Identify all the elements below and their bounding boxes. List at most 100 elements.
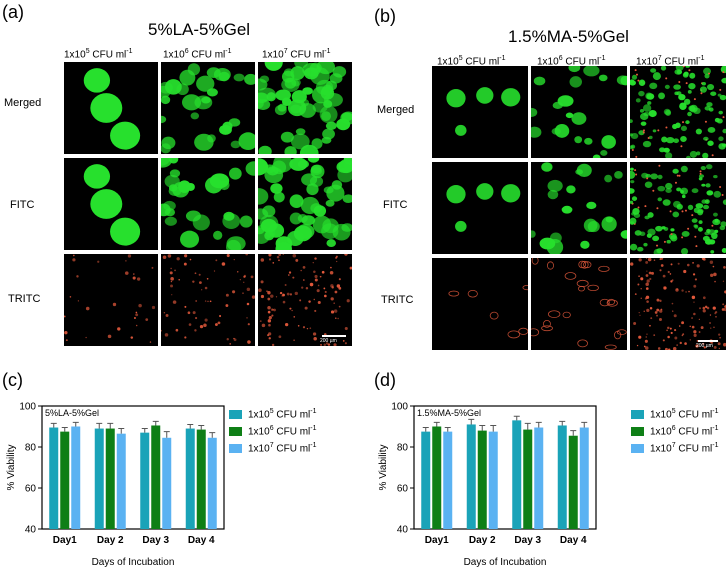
micrograph-a-merged-1e6	[161, 62, 255, 154]
scalebar-a	[322, 335, 346, 337]
bar	[421, 431, 431, 529]
panel-b-letter: (b)	[374, 6, 396, 26]
scalebar-a-label: 200 µm	[320, 338, 337, 344]
panel-a-letter: (a)	[2, 2, 24, 22]
error-bar	[107, 422, 114, 429]
bar	[140, 432, 150, 529]
error-bar	[50, 422, 57, 428]
row-label-tritc-a: TRITC	[8, 293, 41, 305]
micrograph-b-fitc-1e7	[630, 162, 726, 254]
x-tick-label: Day1	[53, 535, 77, 546]
chart-title: 5%LA-5%Gel	[45, 408, 99, 418]
y-tick-label: 80	[397, 443, 409, 454]
bar	[488, 431, 498, 529]
row-label-merged-b: Merged	[377, 104, 415, 116]
y-tick-label: 100	[19, 402, 36, 413]
x-tick-label: Day 3	[142, 535, 169, 546]
error-bar	[433, 421, 440, 427]
micrograph-b-tritc-1e7	[630, 258, 726, 350]
y-axis-label: % Viability	[378, 445, 389, 491]
scalebar-b-label: 200 µm	[696, 343, 713, 349]
x-axis-label: Days of Incubation	[464, 557, 547, 568]
bar	[432, 426, 442, 529]
plot-frame	[41, 405, 225, 530]
bar	[523, 429, 533, 529]
y-tick-label: 40	[397, 525, 409, 536]
error-bar	[535, 421, 542, 428]
legend-swatch	[229, 410, 242, 419]
bar	[568, 435, 578, 529]
error-bar	[490, 424, 497, 432]
error-bar	[581, 421, 588, 428]
viability-chart-d: 40 60 80 100 1.5%MA-5%Gel Day1 Day 2 Day 3 Day 4…	[378, 402, 597, 568]
micrograph-b-tritc-1e5	[432, 258, 528, 350]
micrograph-a-fitc-1e5	[64, 158, 158, 250]
bar	[466, 424, 476, 529]
bar	[579, 427, 589, 529]
panel-b-title: 1.5%MA-5%Gel	[508, 27, 629, 46]
col-header-1e7-b: 1x107 CFU ml-1	[636, 55, 705, 68]
error-bar	[468, 418, 475, 425]
bar	[512, 420, 522, 529]
micrograph-b-tritc-1e6	[531, 258, 627, 350]
error-bar	[513, 415, 520, 421]
bar	[151, 425, 161, 529]
x-tick-label: Day 2	[469, 535, 496, 546]
legend-d: 1x105 CFU ml-1 1x106 CFU ml-1 1x107 CFU …	[631, 406, 719, 457]
y-tick-label: 60	[397, 484, 409, 495]
y-tick-label: 80	[25, 443, 37, 454]
micrograph-b-fitc-1e5	[432, 162, 528, 254]
y-tick-label: 60	[25, 484, 37, 495]
micrograph-a-fitc-1e7	[258, 158, 352, 250]
bar	[196, 429, 206, 529]
bar	[557, 425, 567, 529]
row-label-fitc-b: FITC	[383, 199, 408, 211]
bar	[162, 437, 172, 529]
error-bar	[479, 424, 486, 431]
error-bar	[72, 421, 79, 427]
bar	[49, 427, 59, 529]
legend-swatch	[631, 427, 644, 436]
row-label-fitc-a: FITC	[10, 199, 35, 211]
col-header-1e6-a: 1x106 CFU ml-1	[163, 48, 232, 61]
viability-chart-c: 40 60 80 100 5%LA-5%Gel Day1 Day 2 Day 3 Day 4 Da…	[6, 402, 225, 568]
error-bar	[524, 422, 531, 430]
error-bar	[559, 420, 566, 426]
micrograph-b-fitc-1e6	[531, 162, 627, 254]
bar	[105, 428, 115, 529]
legend-item-1e7: 1x107 CFU ml-1	[631, 440, 719, 457]
legend-swatch	[631, 444, 644, 453]
x-axis-label: Days of Incubation	[92, 557, 175, 568]
error-bar	[570, 430, 577, 436]
scalebar-b	[698, 340, 718, 342]
panel-a-title: 5%LA-5%Gel	[148, 20, 251, 39]
legend-swatch	[631, 410, 644, 419]
y-axis-label: % Viability	[6, 445, 17, 491]
error-bar	[209, 432, 216, 438]
bar	[94, 428, 104, 529]
row-label-tritc-b: TRITC	[381, 294, 414, 306]
y-tick-label: 100	[391, 402, 408, 413]
micrograph-b-merged-1e5	[432, 66, 528, 158]
panel-c-letter: (c)	[2, 370, 23, 390]
x-tick-label: Day 4	[560, 535, 587, 546]
chart-title: 1.5%MA-5%Gel	[417, 408, 481, 418]
error-bar	[187, 423, 194, 429]
micrograph-a-merged-1e7	[258, 62, 352, 154]
error-bar	[198, 424, 205, 430]
error-bar	[61, 427, 68, 432]
bar	[207, 437, 217, 529]
col-header-1e5-a: 1x105 CFU ml-1	[64, 48, 133, 61]
bar	[443, 431, 453, 529]
y-tick-label: 40	[25, 525, 37, 536]
legend-item-1e7: 1x107 CFU ml-1	[229, 440, 317, 457]
micrograph-b-merged-1e6	[531, 66, 627, 158]
error-bar	[444, 427, 451, 432]
legend-item-1e6: 1x106 CFU ml-1	[229, 423, 317, 440]
bar	[71, 426, 81, 529]
col-header-1e6-b: 1x106 CFU ml-1	[537, 55, 606, 68]
legend-item-1e5: 1x105 CFU ml-1	[229, 406, 317, 423]
x-tick-label: Day 3	[514, 535, 541, 546]
legend-item-1e5: 1x105 CFU ml-1	[631, 406, 719, 423]
legend-swatch	[229, 444, 242, 453]
